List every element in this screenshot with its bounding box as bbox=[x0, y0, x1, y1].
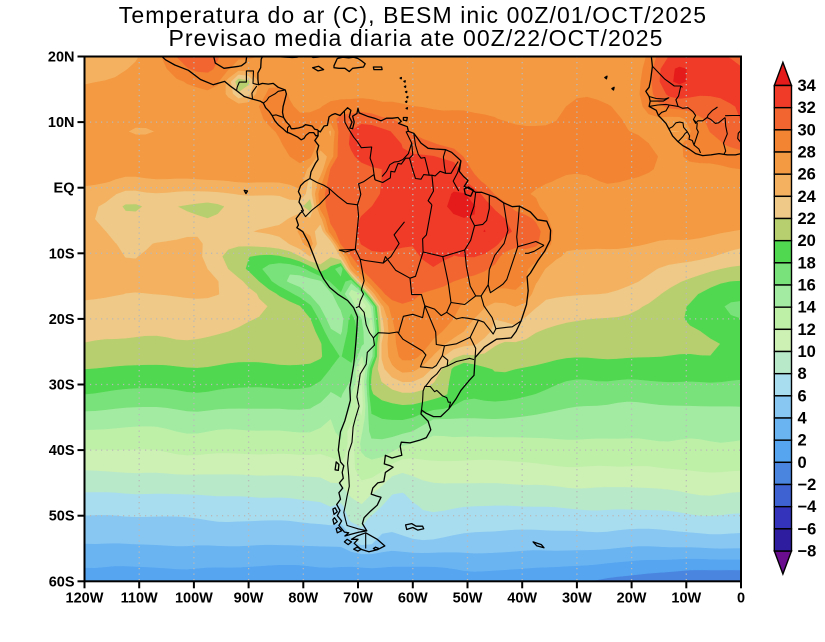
svg-text:24: 24 bbox=[798, 188, 817, 206]
svg-text:−2: −2 bbox=[798, 476, 817, 494]
svg-text:100W: 100W bbox=[175, 590, 213, 606]
svg-text:50W: 50W bbox=[453, 590, 483, 606]
svg-text:−8: −8 bbox=[798, 543, 817, 561]
svg-text:10W: 10W bbox=[671, 590, 701, 606]
svg-text:50S: 50S bbox=[49, 509, 75, 525]
svg-text:6: 6 bbox=[798, 387, 807, 405]
svg-text:20W: 20W bbox=[617, 590, 647, 606]
svg-text:16: 16 bbox=[798, 277, 816, 295]
svg-text:0: 0 bbox=[737, 590, 745, 606]
svg-text:20S: 20S bbox=[49, 312, 75, 328]
svg-text:−4: −4 bbox=[798, 498, 818, 516]
svg-text:20N: 20N bbox=[48, 50, 75, 66]
svg-text:Previsao media diaria ate 00Z/: Previsao media diaria ate 00Z/22/OCT/202… bbox=[168, 25, 663, 51]
svg-text:70W: 70W bbox=[343, 590, 373, 606]
svg-text:30S: 30S bbox=[49, 378, 75, 394]
svg-text:40W: 40W bbox=[507, 590, 537, 606]
svg-text:0: 0 bbox=[798, 454, 807, 472]
svg-text:10N: 10N bbox=[48, 115, 75, 131]
svg-text:4: 4 bbox=[798, 410, 808, 428]
svg-text:10S: 10S bbox=[49, 246, 75, 262]
svg-text:18: 18 bbox=[798, 254, 816, 272]
svg-text:20: 20 bbox=[798, 232, 816, 250]
svg-text:Temperatura do ar (C), BESM in: Temperatura do ar (C), BESM inic 00Z/01/… bbox=[119, 2, 707, 28]
svg-text:22: 22 bbox=[798, 210, 816, 228]
svg-text:28: 28 bbox=[798, 144, 816, 162]
svg-text:12: 12 bbox=[798, 321, 816, 339]
svg-text:26: 26 bbox=[798, 166, 816, 184]
svg-text:80W: 80W bbox=[288, 590, 318, 606]
svg-text:40S: 40S bbox=[49, 443, 75, 459]
svg-text:10: 10 bbox=[798, 343, 816, 361]
svg-text:2: 2 bbox=[798, 432, 807, 450]
svg-text:60S: 60S bbox=[49, 574, 75, 590]
svg-text:−6: −6 bbox=[798, 520, 817, 538]
svg-text:90W: 90W bbox=[234, 590, 264, 606]
svg-text:60W: 60W bbox=[398, 590, 428, 606]
svg-text:32: 32 bbox=[798, 99, 816, 117]
svg-text:120W: 120W bbox=[66, 590, 104, 606]
svg-text:110W: 110W bbox=[121, 590, 158, 606]
svg-text:EQ: EQ bbox=[54, 181, 75, 197]
svg-text:8: 8 bbox=[798, 365, 807, 383]
svg-text:30W: 30W bbox=[562, 590, 592, 606]
svg-text:30: 30 bbox=[798, 121, 816, 139]
svg-text:34: 34 bbox=[798, 77, 817, 95]
svg-text:14: 14 bbox=[798, 299, 817, 317]
